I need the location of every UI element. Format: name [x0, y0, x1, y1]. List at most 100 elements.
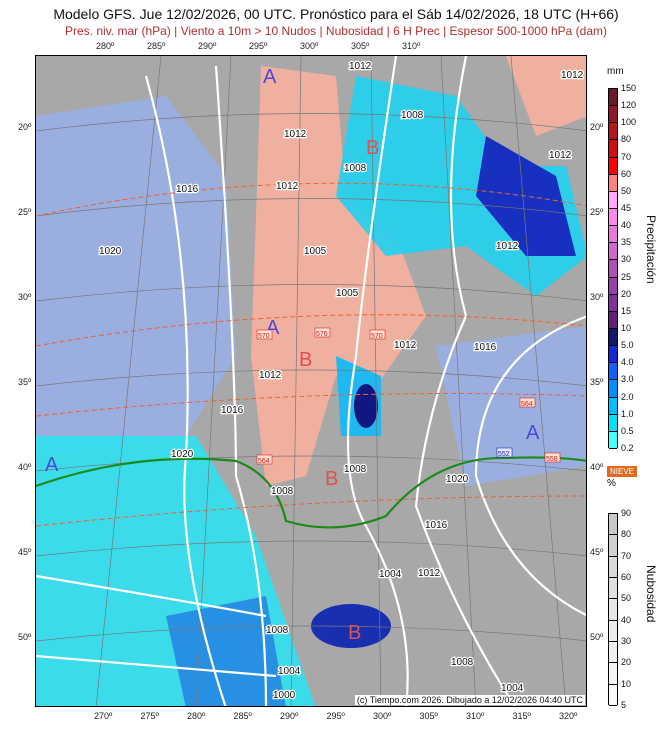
axis-tick: 310º: [466, 711, 485, 721]
legend-swatch: [609, 277, 617, 295]
legend-label: 70: [621, 151, 632, 162]
legend-swatch: [609, 106, 617, 124]
legend-swatch: [609, 208, 617, 227]
legend-label: 40: [621, 614, 632, 625]
high-pressure-center: A: [263, 66, 277, 88]
legend-label: 50: [621, 185, 632, 196]
isobar-label: 1016: [474, 342, 497, 353]
high-pressure-center: A: [526, 422, 540, 444]
legend-label: 80: [621, 134, 632, 145]
legend-swatch: [609, 535, 617, 557]
legend-label: 4.0: [621, 357, 634, 368]
isobar-label: 1008: [271, 486, 294, 497]
thickness-label: 564: [258, 458, 270, 465]
legend-swatch: [609, 89, 617, 107]
legend-swatch: [609, 641, 617, 664]
high-pressure-center: A: [45, 454, 59, 476]
legend-label: 20: [621, 288, 632, 299]
legend-label: 3.0: [621, 374, 634, 385]
land-dry-east: [506, 56, 586, 136]
isobar-label: 1008: [344, 464, 367, 475]
legend-swatch: [609, 577, 617, 600]
thickness-label: 570: [258, 333, 270, 340]
axis-tick: 310º: [402, 41, 421, 51]
isobar-label: 1012: [259, 370, 282, 381]
legend-label: 90: [621, 508, 632, 518]
axis-tick: 300º: [300, 41, 319, 51]
legend-swatch: [609, 191, 617, 209]
legend-label: 100: [621, 117, 637, 128]
cloud-colorbar: [608, 513, 618, 706]
isobar-label: 1020: [446, 474, 469, 485]
isobar-label: 1005: [336, 288, 359, 299]
isobar-label: 1016: [176, 184, 199, 195]
credit-text: (c) Tiempo.com 2026. Dibujado a 12/02/20…: [354, 695, 585, 705]
isobar-label: 1012: [561, 70, 584, 81]
snow-line: [36, 456, 586, 529]
isobar-label: 1004: [278, 666, 301, 677]
isobar-label: 1008: [401, 110, 424, 121]
axis-tick: 40º: [18, 462, 32, 472]
legend-label: 40: [621, 220, 632, 231]
axis-tick: 300º: [373, 711, 392, 721]
legend-label: 5.0: [621, 340, 634, 351]
axis-tick: 45º: [18, 547, 32, 557]
legend-swatch: [609, 123, 617, 141]
isobar-label: 1012: [418, 568, 441, 579]
legend-label: 2.0: [621, 391, 634, 402]
axis-tick: 275º: [140, 711, 159, 721]
low-pressure-center: B: [366, 137, 379, 159]
legend-swatch: [609, 620, 617, 642]
isobar-label: 1016: [425, 520, 448, 531]
axis-tick: 295º: [326, 711, 345, 721]
isobar-label: 1008: [266, 625, 289, 636]
legend-label: 10: [621, 323, 632, 333]
axis-tick: 305º: [419, 711, 438, 721]
axis-tick: 320º: [559, 711, 578, 721]
thickness-label: 552: [498, 451, 510, 458]
axis-tick: 30º: [18, 292, 32, 302]
axis-tick: 285º: [147, 41, 166, 51]
axis-tick: 35º: [18, 377, 32, 387]
precip-unit: mm: [607, 66, 624, 77]
thickness-label: 570: [371, 333, 383, 340]
isobar-label: 1012: [496, 241, 519, 252]
legend-swatch: [609, 431, 617, 449]
axis-tick: 25º: [18, 207, 32, 217]
legend-label: 120: [621, 100, 637, 111]
legend-swatch: [609, 140, 617, 158]
isobar-label: 1016: [221, 405, 244, 416]
axis-tick: 50º: [18, 632, 32, 642]
legend-swatch: [609, 599, 617, 621]
legend-swatch: [609, 397, 617, 415]
isobar-label: 1012: [284, 129, 307, 140]
legend-label: 0.2: [621, 443, 634, 453]
thickness-label: 564: [521, 401, 533, 408]
isobar-label: 1000: [273, 690, 296, 701]
axis-tick: 40º: [590, 462, 604, 472]
legend-label: 150: [621, 83, 637, 93]
legend-label: 15: [621, 305, 632, 316]
legend-swatch: [609, 174, 617, 192]
precip-central-core: [354, 384, 378, 428]
legend-swatch: [609, 243, 617, 261]
map-canvas: 1012 1012 1008 1012 1012 1012 1016 1008 1020 1005…: [36, 56, 586, 706]
legend-swatch: [609, 328, 617, 347]
thickness-label-box: [256, 454, 273, 465]
legend-label: 60: [621, 168, 632, 179]
thickness-label: 558: [546, 456, 558, 463]
legend-swatch: [609, 226, 617, 244]
legend-label: 10: [621, 678, 632, 689]
axis-tick: 35º: [590, 377, 604, 387]
graticule: [36, 56, 586, 706]
isobar-label: 1012: [349, 61, 372, 72]
isobar-label: 1008: [344, 163, 367, 174]
low-pressure-center: B: [299, 349, 312, 371]
axis-tick: 280º: [187, 711, 206, 721]
axis-tick: 290º: [280, 711, 299, 721]
cloud-unit: %: [607, 478, 616, 489]
legend-label: 60: [621, 572, 632, 582]
axis-tick: 290º: [198, 41, 217, 51]
precip-south-blue: [166, 596, 286, 706]
legend-label: 1.0: [621, 408, 634, 419]
